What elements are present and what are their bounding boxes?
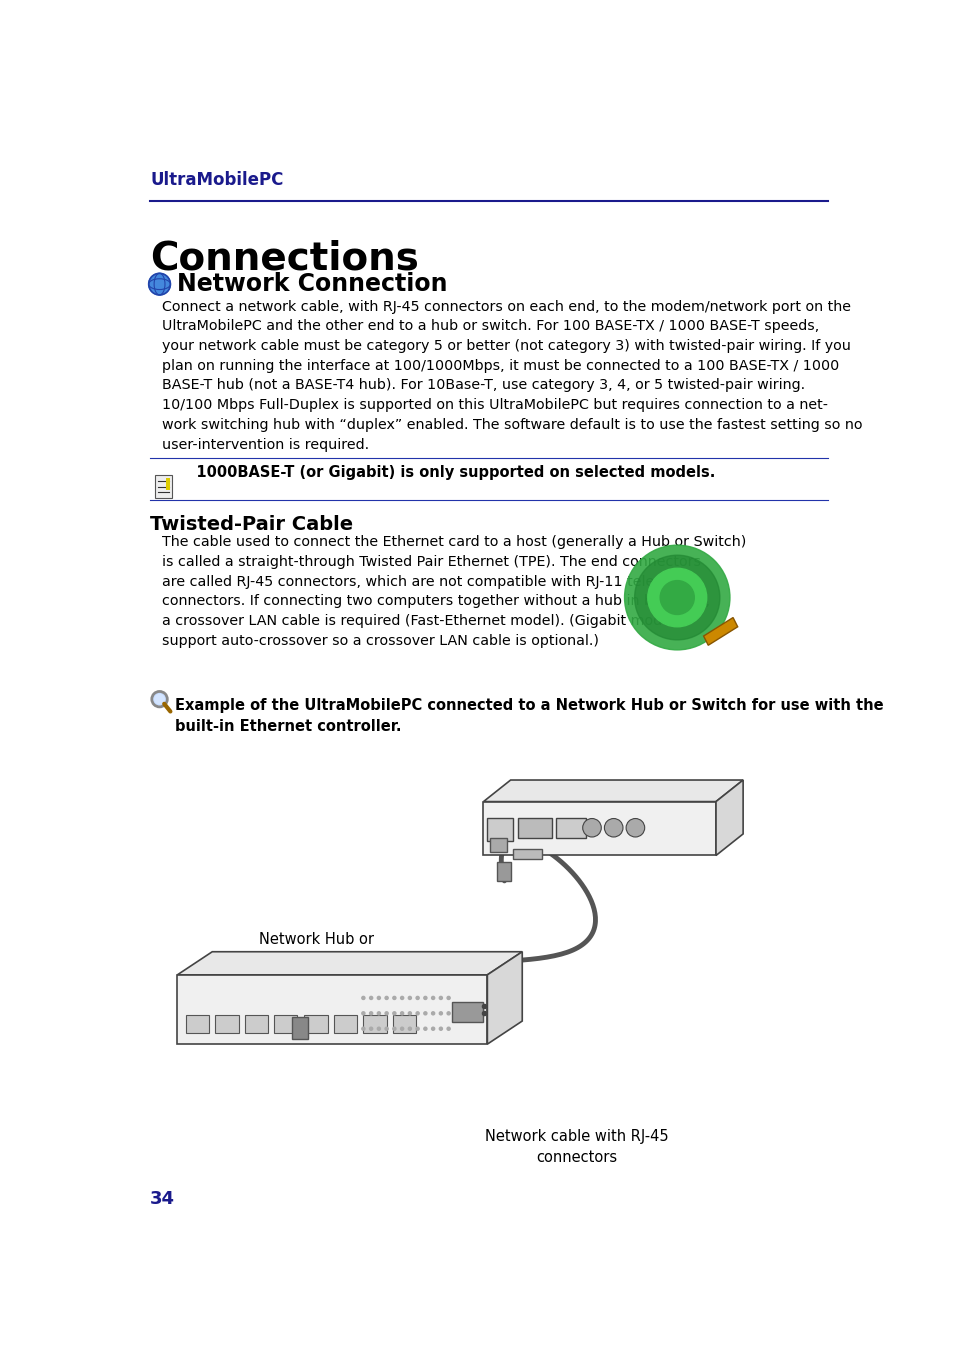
Circle shape	[149, 274, 171, 295]
Text: Connections: Connections	[150, 240, 418, 278]
Circle shape	[439, 1011, 442, 1016]
Circle shape	[582, 819, 600, 837]
Circle shape	[361, 997, 365, 999]
FancyBboxPatch shape	[393, 1016, 416, 1033]
FancyBboxPatch shape	[497, 861, 511, 881]
Circle shape	[400, 997, 403, 999]
FancyBboxPatch shape	[452, 1002, 482, 1022]
FancyBboxPatch shape	[215, 1016, 238, 1033]
FancyBboxPatch shape	[154, 475, 172, 498]
Circle shape	[423, 997, 427, 999]
Circle shape	[369, 1028, 373, 1030]
Circle shape	[377, 997, 380, 999]
Circle shape	[385, 1028, 388, 1030]
FancyBboxPatch shape	[274, 1016, 297, 1033]
Circle shape	[416, 1028, 418, 1030]
Text: Example of the UltraMobilePC connected to a Network Hub or Switch for use with t: Example of the UltraMobilePC connected t…	[174, 697, 882, 734]
Circle shape	[431, 1028, 435, 1030]
Text: Connect a network cable, with RJ-45 connectors on each end, to the modem/network: Connect a network cable, with RJ-45 conn…	[162, 299, 862, 452]
Circle shape	[439, 997, 442, 999]
Polygon shape	[487, 952, 521, 1044]
FancyBboxPatch shape	[486, 818, 513, 841]
Polygon shape	[703, 617, 737, 646]
Circle shape	[369, 1011, 373, 1016]
Circle shape	[153, 693, 166, 705]
FancyBboxPatch shape	[513, 849, 542, 860]
Text: Network Connection: Network Connection	[176, 272, 447, 297]
Polygon shape	[177, 975, 487, 1044]
Circle shape	[377, 1011, 380, 1016]
FancyBboxPatch shape	[489, 838, 506, 852]
Circle shape	[400, 1011, 403, 1016]
Circle shape	[393, 997, 395, 999]
Circle shape	[431, 1011, 435, 1016]
Circle shape	[439, 1028, 442, 1030]
Circle shape	[369, 997, 373, 999]
Text: Network cable with RJ-45
connectors: Network cable with RJ-45 connectors	[484, 1129, 668, 1164]
Circle shape	[423, 1028, 427, 1030]
Circle shape	[400, 1028, 403, 1030]
Text: 34: 34	[150, 1190, 175, 1208]
Text: Twisted-Pair Cable: Twisted-Pair Cable	[150, 515, 353, 533]
Circle shape	[423, 1011, 427, 1016]
Circle shape	[447, 1011, 450, 1016]
Circle shape	[447, 997, 450, 999]
Polygon shape	[716, 780, 742, 856]
FancyBboxPatch shape	[186, 1016, 209, 1033]
Text: 1000BASE-T (or Gigabit) is only supported on selected models.: 1000BASE-T (or Gigabit) is only supporte…	[181, 466, 715, 481]
FancyBboxPatch shape	[245, 1016, 268, 1033]
Circle shape	[408, 1028, 411, 1030]
Text: The cable used to connect the Ethernet card to a host (generally a Hub or Switch: The cable used to connect the Ethernet c…	[162, 535, 745, 647]
FancyBboxPatch shape	[304, 1016, 328, 1033]
Circle shape	[416, 1011, 418, 1016]
Polygon shape	[483, 802, 716, 856]
Circle shape	[625, 819, 644, 837]
FancyBboxPatch shape	[334, 1016, 356, 1033]
Circle shape	[634, 555, 720, 640]
FancyBboxPatch shape	[517, 818, 551, 838]
Text: Network Hub or
Switch: Network Hub or Switch	[259, 933, 374, 968]
Circle shape	[408, 1011, 411, 1016]
Circle shape	[604, 819, 622, 837]
Circle shape	[447, 1028, 450, 1030]
Circle shape	[431, 997, 435, 999]
Circle shape	[408, 997, 411, 999]
Circle shape	[385, 1011, 388, 1016]
Polygon shape	[483, 780, 742, 802]
Circle shape	[416, 997, 418, 999]
Circle shape	[647, 569, 706, 627]
Circle shape	[361, 1011, 365, 1016]
FancyBboxPatch shape	[292, 1017, 307, 1039]
Circle shape	[624, 546, 729, 650]
FancyBboxPatch shape	[166, 478, 171, 490]
Text: UltraMobilePC: UltraMobilePC	[150, 172, 283, 190]
FancyBboxPatch shape	[556, 818, 585, 838]
FancyBboxPatch shape	[363, 1016, 386, 1033]
Circle shape	[659, 581, 694, 615]
Polygon shape	[177, 952, 521, 975]
Circle shape	[361, 1028, 365, 1030]
Circle shape	[377, 1028, 380, 1030]
Circle shape	[385, 997, 388, 999]
Circle shape	[393, 1011, 395, 1016]
Circle shape	[393, 1028, 395, 1030]
